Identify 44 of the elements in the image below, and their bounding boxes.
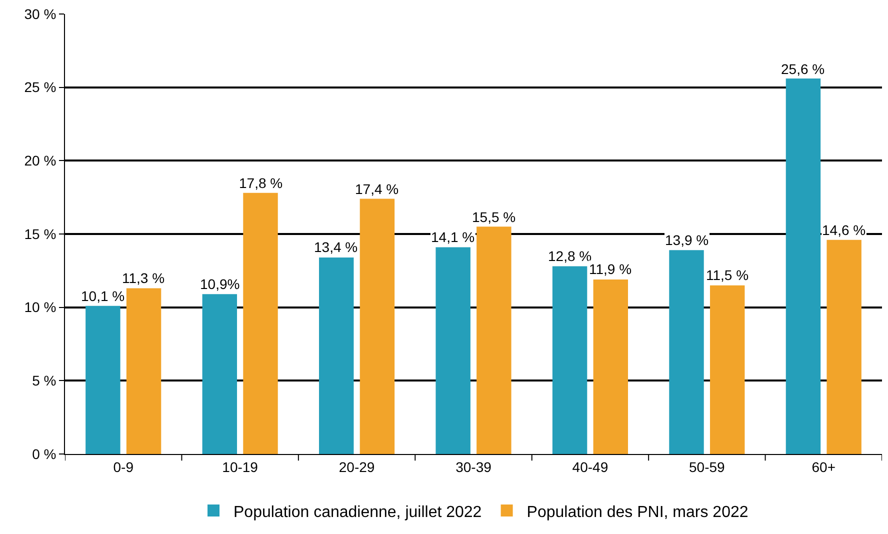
bar [552, 266, 588, 454]
bar [669, 250, 704, 454]
data-label: 15,5 % [472, 209, 516, 225]
y-tick-label: 0 % [32, 446, 56, 462]
x-tick-label: 50-59 [689, 458, 726, 475]
bar [86, 306, 120, 454]
bar [202, 294, 238, 454]
bar [436, 247, 470, 454]
data-label: 10,1 % [81, 288, 125, 304]
bar [319, 257, 354, 454]
data-label: 13,9 % [665, 232, 709, 248]
data-label: 13,4 % [314, 239, 358, 255]
x-tick-label: 60+ [812, 458, 836, 475]
bar [243, 192, 278, 454]
bar [593, 279, 628, 454]
data-label: 10,9% [200, 276, 240, 292]
bar [826, 240, 862, 454]
data-label: 25,6 % [781, 61, 825, 77]
data-label: 11,5 % [706, 267, 749, 283]
data-label: 17,4 % [355, 181, 399, 197]
y-tick-label: 10 % [24, 299, 56, 316]
bar [786, 78, 821, 454]
y-tick-label: 5 % [32, 372, 56, 389]
data-label: 14,1 % [431, 229, 475, 245]
x-tick-label: 0-9 [113, 458, 134, 475]
x-tick-label: 20-29 [338, 458, 375, 475]
y-tick-label: 20 % [24, 152, 56, 169]
bar [126, 288, 162, 454]
y-tick-label: 25 % [24, 79, 56, 96]
bar [476, 226, 512, 454]
bar [360, 198, 395, 454]
data-label: 17,8 % [239, 175, 283, 191]
data-label: 11,9 % [589, 261, 632, 277]
data-label: 14,6 % [822, 222, 866, 238]
x-tick-label: 40-49 [572, 458, 608, 475]
legend-label: Population des PNI, mars 2022 [526, 504, 748, 521]
y-tick-label: 15 % [24, 226, 56, 242]
x-tick-label: 30-39 [456, 458, 492, 475]
x-tick-label: 10-19 [222, 458, 258, 475]
data-label: 11,3 % [122, 270, 165, 286]
bar [710, 285, 745, 454]
data-label: 12,8 % [548, 248, 592, 264]
y-tick-label: 30 % [24, 6, 56, 22]
legend-label: Population canadienne, juillet 2022 [234, 504, 482, 521]
